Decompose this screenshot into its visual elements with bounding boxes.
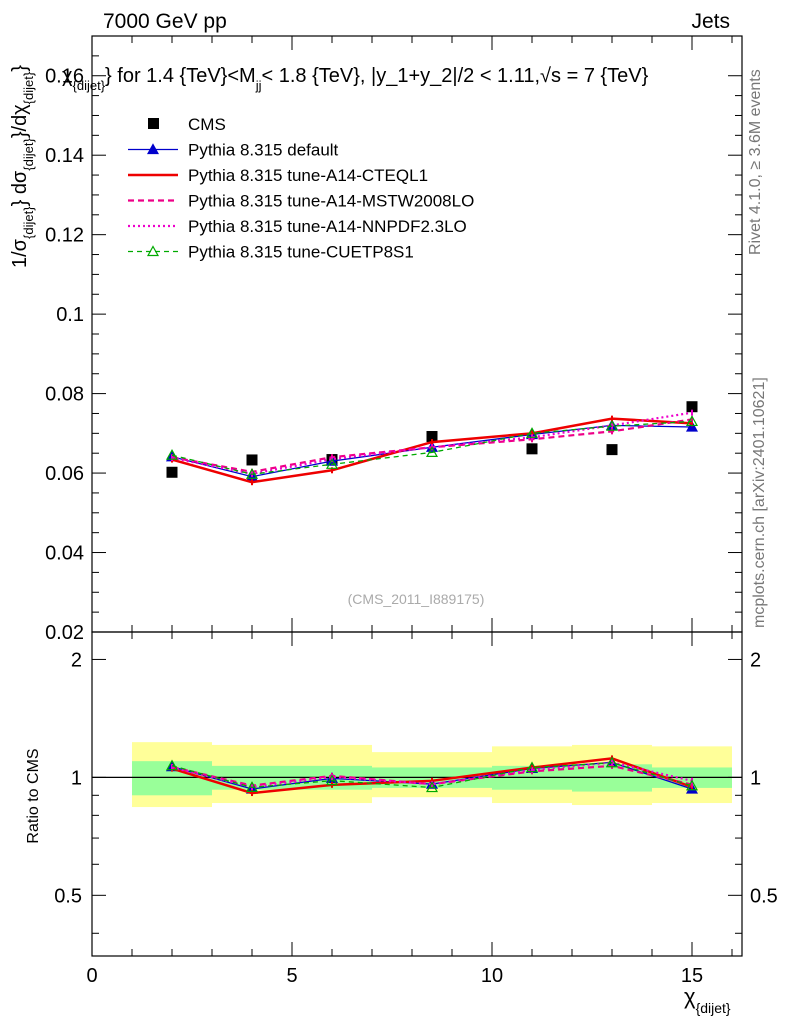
ratio-ytick-label-right: 2 [750,649,761,671]
ratio-series-4-line [171,762,693,789]
series-5-point [525,427,539,438]
main-ylabel: 1/σ{dijet}} dσ{dijet}}/dχ{dijet}} [9,65,36,268]
main-ytick-label: 0.1 [56,304,84,326]
series-5-line [171,420,693,475]
ratio-series-4-point [685,779,699,791]
series-1-point [685,420,699,432]
ratio-xtick-label: 15 [681,965,703,987]
series-5-point [325,458,339,469]
main-ytick-label: 0.06 [45,463,84,485]
ratio-xtick-label: 0 [86,965,97,987]
ratio-xtick-label: 5 [286,965,297,987]
title-for: } for 1.4 {TeV}<M [105,65,256,87]
ylabel-p1: {dijet} [21,206,36,239]
side-label-mcplots: mcplots.cern.ch [arXiv:2401.10621] [751,377,768,628]
cms-data-point [606,444,618,456]
ratio-ytick-label: 1 [71,767,82,789]
legend-label: CMS [188,115,226,134]
main-ytick-label: 0.02 [45,622,84,644]
title-rest: < 1.8 {TeV}, |y_1+y_2|/2 < 1.11,√s = 7 {… [261,65,648,87]
legend-marker [146,245,160,257]
series-5-point [425,446,439,458]
ylabel-p2: } dσ [9,170,31,206]
xlabel-chi: χ [684,984,696,1009]
ratio-ytick-label-right: 1 [750,767,761,789]
main-panel: 0.02 0.04 0.06 0.08 0.1 0.12 0.14 0.16 [45,35,743,644]
legend-label: Pythia 8.315 tune-A14-MSTW2008LO [188,192,474,211]
ratio-series-4-point [165,759,179,771]
main-ytick-label: 0.04 [45,543,84,565]
ylabel-p4: }/dχ [9,104,31,138]
ratio-series-4-point [425,781,439,793]
xlabel: χ{dijet} [684,984,731,1016]
ratio-ytick-label: 0.5 [54,885,82,907]
title-chi-sub: {dijet} [73,78,106,93]
title-chi: χ [62,65,73,87]
main-ytick-label: 0.08 [45,384,84,406]
ylabel-p0: 1/σ [9,238,31,268]
legend-label: Pythia 8.315 tune-A14-NNPDF2.3LO [188,217,467,236]
ylabel-p6: } [9,65,31,72]
cms-data-point [526,443,538,455]
main-ytick-label: 0.16 [45,66,84,88]
ratio-xtick-label: 10 [481,965,503,987]
cms-data-point [686,401,698,413]
legend-label: Pythia 8.315 tune-A14-CTEQL1 [188,166,428,185]
ratio-ytick-label-right: 0.5 [750,885,778,907]
ratio-frame [91,631,743,957]
ratio-panel: 0 5 10 15 0.5 0.5 1 1 2 2 [54,631,778,987]
ratio-ylabel: Ratio to CMS [25,748,42,843]
legend-marker-cms [148,118,159,129]
header-left: 7000 GeV pp [103,10,227,33]
analysis-watermark: (CMS_2011_I889175) [348,591,485,607]
ratio-ytick-label: 2 [71,649,82,671]
cms-data-point [246,454,258,466]
series-5-point [605,419,619,431]
ratio-series-4-point [605,756,619,768]
main-title: χ{dijet}} for 1.4 {TeV}<Mjj< 1.8 {TeV}, … [62,65,649,93]
legend-label: Pythia 8.315 default [188,141,339,160]
main-ytick-label: 0.14 [45,145,84,167]
ratio-series-4-point [325,774,339,786]
header-right: Jets [691,10,730,33]
series-5-point [685,415,699,427]
ylabel-p3: {dijet} [21,138,36,171]
legend-label: Pythia 8.315 tune-CUETP8S1 [188,243,414,262]
side-label-rivet: Rivet 4.1.0, ≥ 3.6M events [747,69,764,255]
ylabel-p5: {dijet} [21,71,36,104]
legend: CMS Pythia 8.315 default Pythia 8.315 tune… [128,115,474,262]
title-m-sub: jj [255,78,262,93]
cms-data-point [166,466,178,478]
legend-marker [146,143,160,155]
series-5-point [165,448,179,460]
xlabel-sub: {dijet} [696,1000,731,1016]
cms-data-point [426,431,438,443]
ratio-series-4-point [245,781,259,792]
series-5-point [245,468,259,479]
ratio-series-4-point [525,761,539,773]
main-ytick-label: 0.12 [45,225,84,247]
